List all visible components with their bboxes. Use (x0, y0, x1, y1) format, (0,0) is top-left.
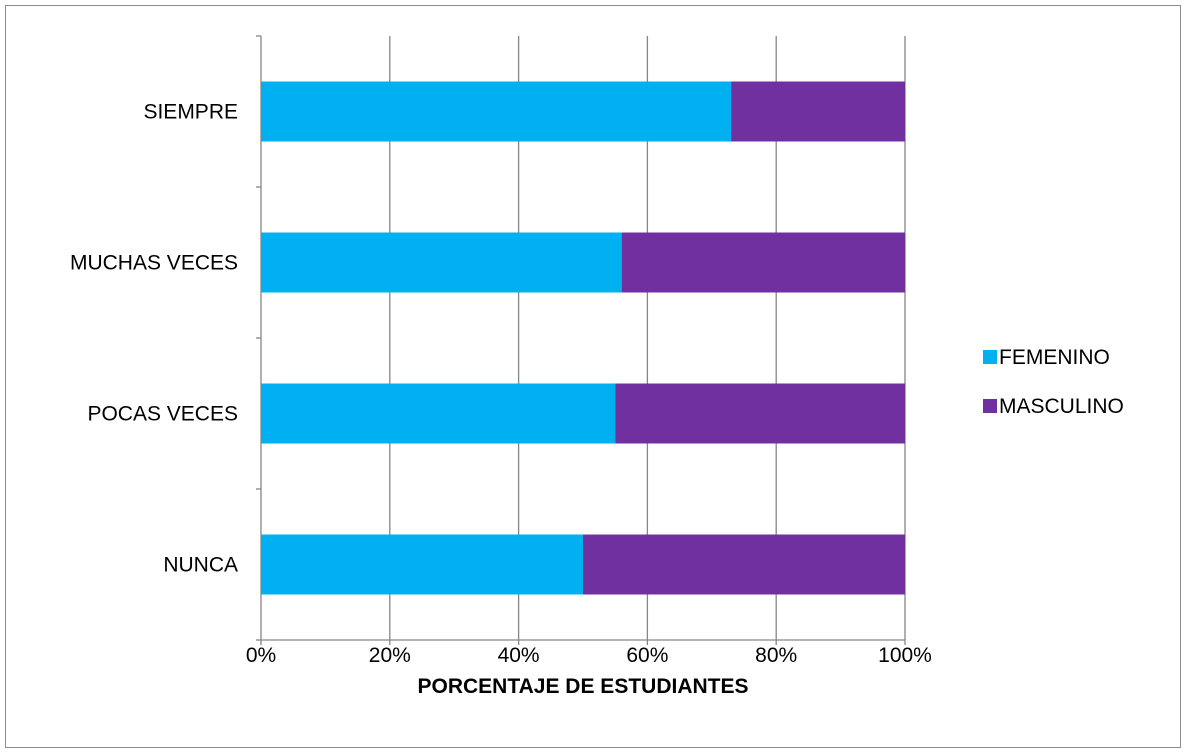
category-label: MUCHAS VECES (70, 252, 238, 275)
category-label: POCAS VECES (87, 403, 238, 426)
bar-masculino (583, 534, 905, 595)
category-label: SIEMPRE (143, 101, 238, 124)
bar-femenino (261, 81, 732, 142)
x-tick-label: 40% (498, 644, 540, 667)
axes (256, 35, 906, 645)
bar-femenino (261, 383, 616, 444)
x-tick-label: 0% (246, 644, 276, 667)
legend: FEMENINO MASCULINO (983, 346, 1124, 418)
bar-femenino (261, 534, 583, 595)
legend-label-masculino: MASCULINO (999, 395, 1124, 418)
x-tick-label: 60% (626, 644, 668, 667)
legend-label-femenino: FEMENINO (999, 346, 1110, 369)
bars (261, 81, 905, 595)
bar-femenino (261, 232, 622, 293)
labels: 0% 20% 40% 60% 80% 100% SIEMPRE MUCHAS VECES POC… (70, 101, 932, 668)
x-tick-label: 80% (755, 644, 797, 667)
x-axis-title: PORCENTAJE DE ESTUDIANTES (418, 675, 749, 698)
x-tick-label: 100% (878, 644, 932, 667)
legend-swatch-masculino (983, 399, 997, 413)
legend-swatch-femenino (983, 350, 997, 364)
bar-masculino (731, 81, 905, 142)
bar-masculino (615, 383, 905, 444)
bar-masculino (621, 232, 905, 293)
x-tick-label: 20% (369, 644, 411, 667)
category-label: NUNCA (163, 554, 238, 577)
